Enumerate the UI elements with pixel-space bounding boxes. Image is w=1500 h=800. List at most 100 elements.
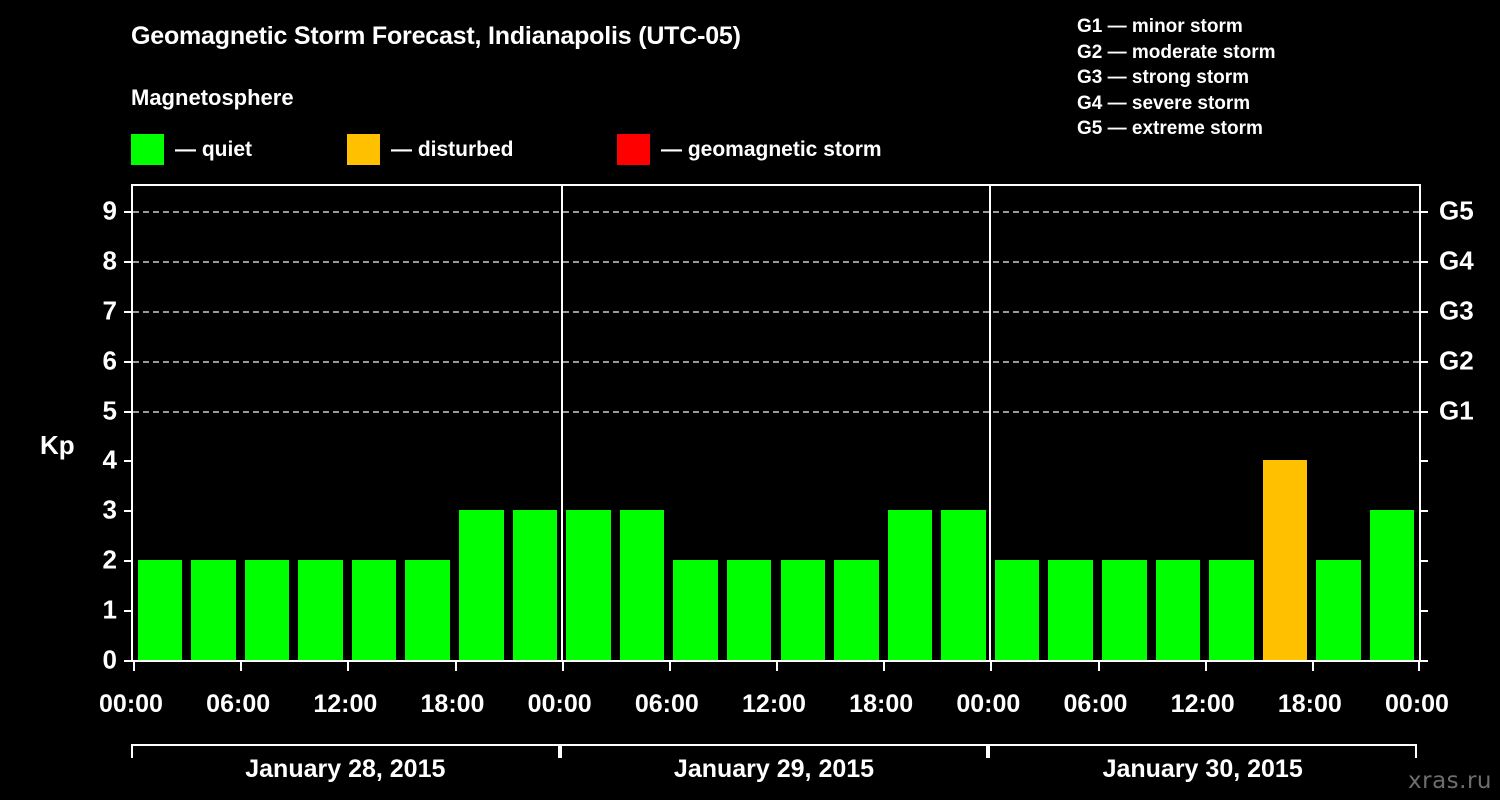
gridline-kp-5 [133, 410, 1419, 413]
x-tick-10 [1204, 660, 1207, 671]
y-tick-label-6: 6 [102, 345, 117, 376]
date-bracket-3 [988, 744, 1417, 758]
y-right-tick-6 [1419, 360, 1428, 363]
legend-label-1: — disturbed [391, 137, 514, 161]
day-divider-2 [989, 186, 992, 660]
legend-entry-1: — disturbed [347, 133, 514, 165]
disturbed-swatch [347, 133, 380, 165]
bar [619, 510, 665, 660]
x-tick-label-12: 00:00 [1385, 690, 1449, 718]
y-tick-label-1: 1 [102, 594, 117, 625]
gridline-kp-7 [133, 310, 1419, 313]
y-tick-label-5: 5 [102, 395, 117, 426]
legend-entry-2: — geomagnetic storm [617, 133, 882, 165]
date-label-2: January 29, 2015 [673, 755, 875, 783]
y-right-tick-8 [1419, 260, 1428, 263]
legend-label-0: — quiet [175, 137, 252, 161]
y-right-tick-9 [1419, 210, 1428, 213]
x-tick-label-10: 12:00 [1170, 690, 1235, 718]
y-tick-8 [124, 260, 133, 263]
x-tick-1 [240, 660, 243, 671]
bar [1048, 560, 1093, 660]
y-tick-4 [124, 460, 133, 463]
bar [834, 560, 879, 660]
x-tick-label-11: 18:00 [1277, 690, 1342, 718]
bar [780, 560, 826, 660]
g-scale-row-5: G5 — extreme storm [1077, 118, 1263, 139]
bar [1209, 560, 1254, 660]
g-axis-label-G1: G1 [1439, 395, 1474, 426]
x-tick-9 [1097, 660, 1100, 671]
y-tick-1 [124, 610, 133, 613]
g-axis-label-G2: G2 [1439, 345, 1474, 376]
g-scale-row-2: G2 — moderate storm [1077, 41, 1276, 63]
bar [887, 510, 933, 660]
g-scale-row-4: G4 — severe storm [1077, 92, 1251, 114]
y-tick-5 [124, 410, 133, 413]
g-scale-row-3: G3 — strong storm [1077, 67, 1250, 88]
y-tick-3 [124, 510, 133, 513]
bar [244, 560, 290, 660]
y-tick-7 [124, 310, 133, 313]
y-tick-label-2: 2 [102, 544, 117, 575]
g-axis-label-G3: G3 [1439, 295, 1474, 326]
y-axis-title: Kp [40, 430, 75, 460]
x-tick-label-8: 00:00 [956, 690, 1021, 718]
legend-label-2: — geomagnetic storm [661, 137, 882, 161]
y-right-tick-0 [1419, 660, 1428, 662]
plot-inner [133, 186, 1420, 671]
g-scale-row-1: G1 — minor storm [1077, 16, 1243, 37]
x-tick-label-6: 12:00 [742, 690, 806, 718]
x-tick-5 [668, 660, 671, 671]
y-right-tick-2 [1419, 560, 1428, 563]
bar [459, 510, 504, 660]
g-scale-legend: G1 — minor storm G2 — moderate storm G3 — … [1077, 14, 1276, 142]
x-tick-label-0: 00:00 [99, 690, 163, 718]
y-tick-label-7: 7 [102, 295, 117, 326]
x-tick-8 [990, 660, 993, 671]
g-axis-label-G4: G4 [1439, 245, 1474, 276]
x-tick-label-3: 18:00 [420, 690, 485, 718]
y-right-tick-7 [1419, 310, 1428, 313]
date-label-1: January 28, 2015 [245, 755, 446, 783]
y-tick-9 [124, 210, 133, 213]
bar [298, 560, 343, 660]
y-tick-label-0: 0 [102, 644, 117, 675]
bar [405, 560, 450, 660]
day-divider-1 [560, 186, 563, 660]
gridline-kp-8 [133, 260, 1419, 263]
quiet-swatch [131, 133, 164, 165]
y-right-tick-4 [1419, 460, 1428, 463]
gridline-kp-9 [133, 210, 1419, 213]
y-tick-0 [124, 660, 133, 662]
bar [1369, 510, 1415, 660]
bar [137, 560, 183, 660]
y-tick-2 [124, 560, 133, 563]
x-tick-0 [133, 660, 135, 671]
magnetosphere-heading: Magnetosphere [131, 85, 294, 110]
bar [1102, 560, 1147, 660]
bar [994, 560, 1040, 660]
bar [941, 510, 986, 660]
g-axis-label-G5: G5 [1439, 195, 1474, 226]
watermark: xras.ru [1408, 768, 1492, 794]
x-tick-label-7: 18:00 [849, 690, 914, 718]
bar [726, 560, 772, 660]
x-tick-7 [883, 660, 886, 671]
plot-area: 0 1 2 3 4 5 6 7 8 9 G1 G2 G3 G4 G5 [103, 184, 1474, 675]
bar [191, 560, 236, 660]
x-tick-3 [454, 660, 457, 671]
bar [1262, 460, 1308, 660]
legend-entry-0: — quiet [131, 133, 252, 165]
bar [351, 560, 397, 660]
x-tick-11 [1311, 660, 1314, 671]
x-tick-label-5: 06:00 [634, 690, 699, 718]
x-tick-label-4: 00:00 [527, 690, 592, 718]
x-tick-2 [347, 660, 350, 671]
y-right-tick-5 [1419, 410, 1428, 413]
y-tick-label-9: 9 [102, 195, 117, 226]
bar [1155, 560, 1201, 660]
bar [566, 510, 611, 660]
x-tick-label-2: 12:00 [313, 690, 378, 718]
y-tick-label-8: 8 [102, 245, 117, 276]
